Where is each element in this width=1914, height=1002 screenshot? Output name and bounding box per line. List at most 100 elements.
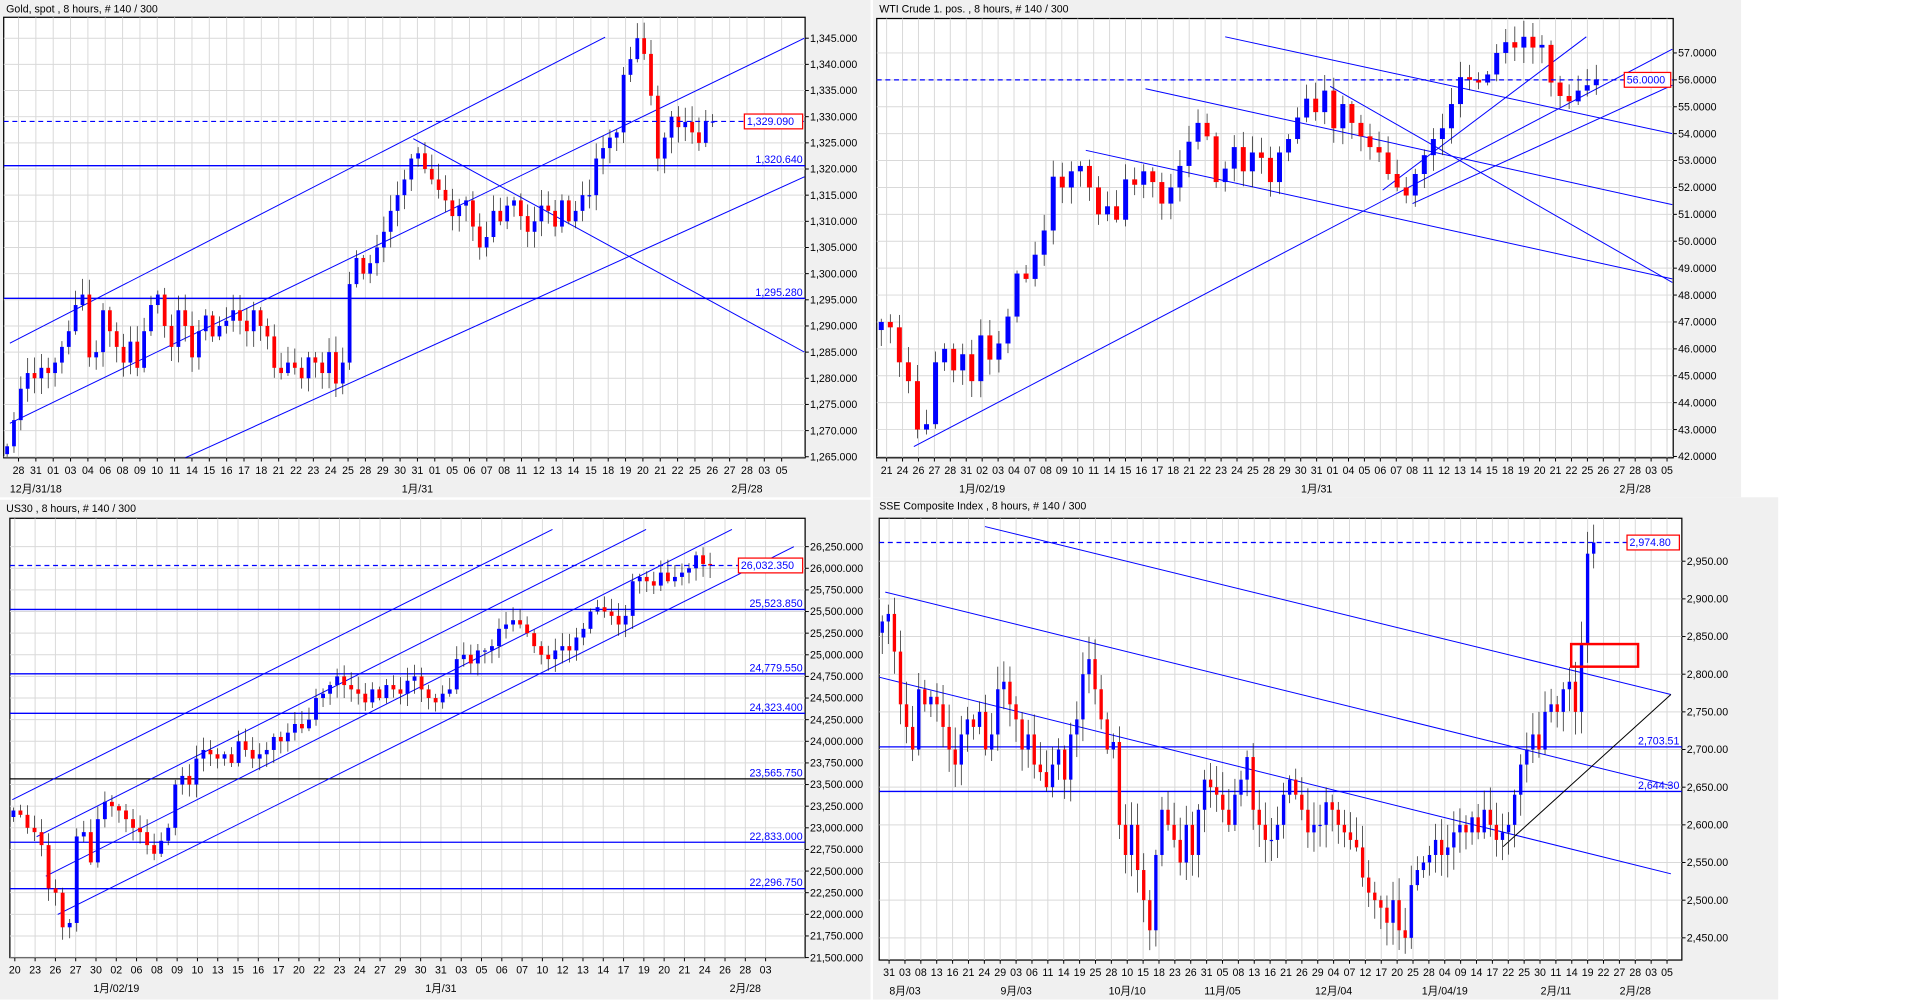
trendline[interactable]	[1412, 84, 1673, 205]
candle-body-up	[484, 237, 489, 248]
candle-body-up	[5, 446, 10, 455]
candle	[162, 287, 167, 338]
trendline[interactable]	[12, 528, 553, 801]
candle-body-down	[278, 736, 283, 742]
candle	[669, 111, 674, 154]
candle	[1313, 82, 1319, 121]
candle-body-up	[257, 754, 262, 759]
candle-body-down	[429, 169, 434, 180]
plot-area[interactable]	[3, 16, 806, 459]
candle-body-up	[166, 827, 171, 841]
month-label: 2月/28	[1620, 483, 1651, 495]
candle	[1258, 137, 1264, 174]
x-tick-label: 31	[883, 967, 895, 979]
plot-area[interactable]	[876, 17, 1674, 459]
y-tick-label: 1,300.000	[810, 268, 857, 280]
candle-body-up	[1494, 52, 1500, 75]
x-tick-label: 06	[131, 965, 143, 977]
level-label: 2,644.30	[1638, 780, 1679, 792]
trendline[interactable]	[1502, 694, 1672, 848]
trendline[interactable]	[57, 546, 795, 915]
x-tick-label: 12	[1359, 967, 1371, 979]
candle-body-up	[1525, 749, 1529, 765]
plot-area[interactable]	[9, 517, 806, 959]
x-tick-label: 21	[654, 465, 666, 477]
candle-body-down	[1221, 794, 1225, 810]
candle	[878, 318, 884, 347]
candle	[1566, 84, 1572, 109]
candle-body-up	[680, 572, 684, 577]
level-label: 22,296.750	[750, 877, 803, 889]
x-tick-label: 25	[1247, 465, 1259, 477]
candle-body-down	[697, 132, 701, 143]
candle-body-up	[222, 754, 227, 759]
month-label: 1月/31	[402, 483, 433, 495]
trendline[interactable]	[1085, 149, 1673, 280]
candle	[475, 643, 480, 676]
candle	[443, 175, 448, 213]
trendline[interactable]	[984, 526, 1672, 696]
x-tick-label: 03	[455, 965, 467, 977]
candle-body-down	[532, 633, 537, 647]
trendline[interactable]	[9, 36, 606, 344]
candle-body-down	[518, 620, 523, 625]
candle	[1409, 865, 1413, 949]
candle	[1500, 813, 1505, 861]
trendline[interactable]	[1225, 36, 1673, 135]
y-tick-label: 2,750.00	[1687, 707, 1728, 719]
candle-body-up	[929, 696, 933, 705]
candle	[662, 132, 667, 174]
candle	[272, 324, 277, 378]
candle	[1494, 802, 1499, 857]
candle	[1433, 823, 1438, 873]
trendline[interactable]	[885, 591, 1672, 787]
candle	[880, 615, 884, 654]
candle-body-down	[468, 654, 473, 664]
candle-body-up	[347, 284, 352, 363]
candle	[265, 318, 270, 350]
candle	[461, 642, 466, 667]
candle	[73, 290, 78, 335]
candle	[222, 751, 227, 766]
trendline[interactable]	[1145, 88, 1673, 206]
candle	[1251, 743, 1255, 830]
candle-body-down	[616, 615, 621, 625]
candle	[166, 823, 171, 846]
candle	[1075, 701, 1079, 758]
trendline[interactable]	[185, 176, 805, 458]
candle	[1111, 733, 1115, 759]
plot-area[interactable]	[878, 517, 1683, 961]
trendline[interactable]	[879, 676, 1672, 875]
trendline[interactable]	[45, 528, 733, 877]
candle-body-up	[1503, 42, 1509, 53]
x-tick-label: 03	[760, 965, 772, 977]
candle-body-up	[1470, 817, 1474, 833]
y-tick-label: 45.0000	[1678, 370, 1716, 382]
candle	[1295, 107, 1301, 144]
candle	[1584, 69, 1590, 97]
trendline[interactable]	[1329, 85, 1673, 283]
x-tick-label: 15	[232, 965, 244, 977]
candle	[1041, 214, 1047, 266]
candle-body-up	[1005, 316, 1011, 344]
candle-body-up	[595, 607, 600, 612]
candle-body-up	[623, 615, 628, 625]
candle	[971, 714, 976, 740]
candle-body-down	[941, 704, 945, 727]
candle	[155, 290, 160, 314]
candle-body-up	[978, 335, 984, 382]
candle	[149, 295, 153, 336]
trendline[interactable]	[913, 48, 1673, 447]
level-label: 2,703.51	[1638, 735, 1679, 747]
wti-chart-panel: WTI Crude 1. pos. , 8 hours, # 140 / 300…	[873, 0, 1742, 498]
month-label: 9月/03	[1000, 986, 1031, 998]
candle-body-up	[490, 646, 494, 651]
candle	[1503, 28, 1509, 64]
x-tick-label: 31	[960, 465, 972, 477]
candle-body-down	[1512, 42, 1518, 48]
trendline[interactable]	[413, 138, 805, 353]
candle	[1557, 75, 1563, 108]
highlight-box[interactable]	[1569, 642, 1640, 668]
trendline[interactable]	[36, 528, 647, 838]
x-tick-label: 26	[1296, 967, 1308, 979]
